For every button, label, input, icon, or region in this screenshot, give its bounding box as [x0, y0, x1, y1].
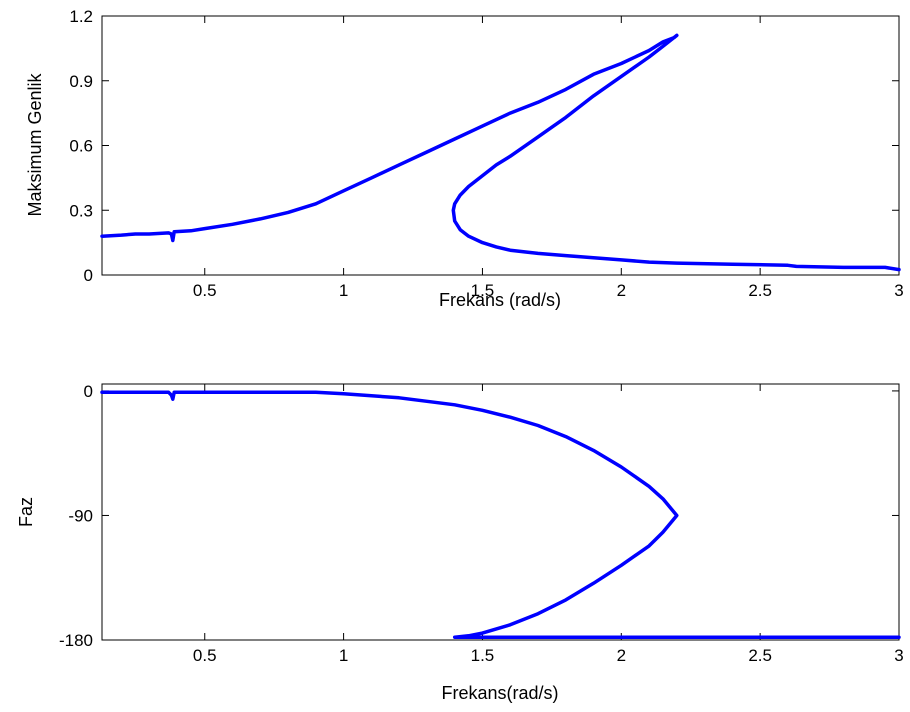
amplitude-x-tick-label: 2 — [617, 281, 626, 300]
phase-x-tick-label: 1 — [339, 646, 348, 665]
amplitude-y-ticks: 0 0.3 0.6 0.9 1.2 — [69, 7, 899, 285]
phase-y-tick-label: 0 — [84, 382, 93, 401]
phase-y-tick-label: -180 — [59, 631, 93, 650]
phase-y-ticks: -180 -90 0 — [59, 382, 899, 650]
amplitude-curve — [100, 33, 901, 272]
amplitude-x-tick-label: 1.5 — [471, 281, 495, 300]
phase-x-tick-label: 1.5 — [471, 646, 495, 665]
amplitude-plot: 0.5 1 1.5 2 2.5 3 0 0.3 0.6 0.9 1.2 Frekans (rad/… — [25, 7, 904, 310]
phase-y-axis-label: Faz — [16, 497, 36, 527]
amplitude-axes-box — [101, 15, 900, 276]
amplitude-y-axis-label: Maksimum Genlik — [25, 72, 45, 216]
phase-axes-box — [101, 383, 900, 641]
amplitude-x-tick-label: 0.5 — [193, 281, 217, 300]
phase-curve — [100, 390, 901, 639]
phase-x-tick-label: 0.5 — [193, 646, 217, 665]
amplitude-y-tick-label: 0.3 — [69, 201, 93, 220]
amplitude-y-tick-label: 0 — [84, 266, 93, 285]
amplitude-y-tick-label: 0.6 — [69, 137, 93, 156]
amplitude-x-tick-label: 1 — [339, 281, 348, 300]
phase-plot: 0.5 1 1.5 2 2.5 3 -180 -90 0 Frekans(rad/s) Faz — [16, 382, 904, 703]
amplitude-x-ticks: 0.5 1 1.5 2 2.5 3 — [193, 16, 904, 300]
phase-x-tick-label: 3 — [894, 646, 903, 665]
amplitude-x-tick-label: 2.5 — [748, 281, 772, 300]
amplitude-y-tick-label: 0.9 — [69, 72, 93, 91]
amplitude-x-axis-label: Frekans (rad/s) — [439, 290, 561, 310]
phase-x-axis-label: Frekans(rad/s) — [441, 683, 558, 703]
amplitude-y-tick-label: 1.2 — [69, 7, 93, 26]
phase-x-tick-label: 2 — [617, 646, 626, 665]
amplitude-x-tick-label: 3 — [894, 281, 903, 300]
phase-x-ticks: 0.5 1 1.5 2 2.5 3 — [193, 384, 904, 665]
phase-x-tick-label: 2.5 — [748, 646, 772, 665]
phase-y-tick-label: -90 — [68, 506, 93, 525]
